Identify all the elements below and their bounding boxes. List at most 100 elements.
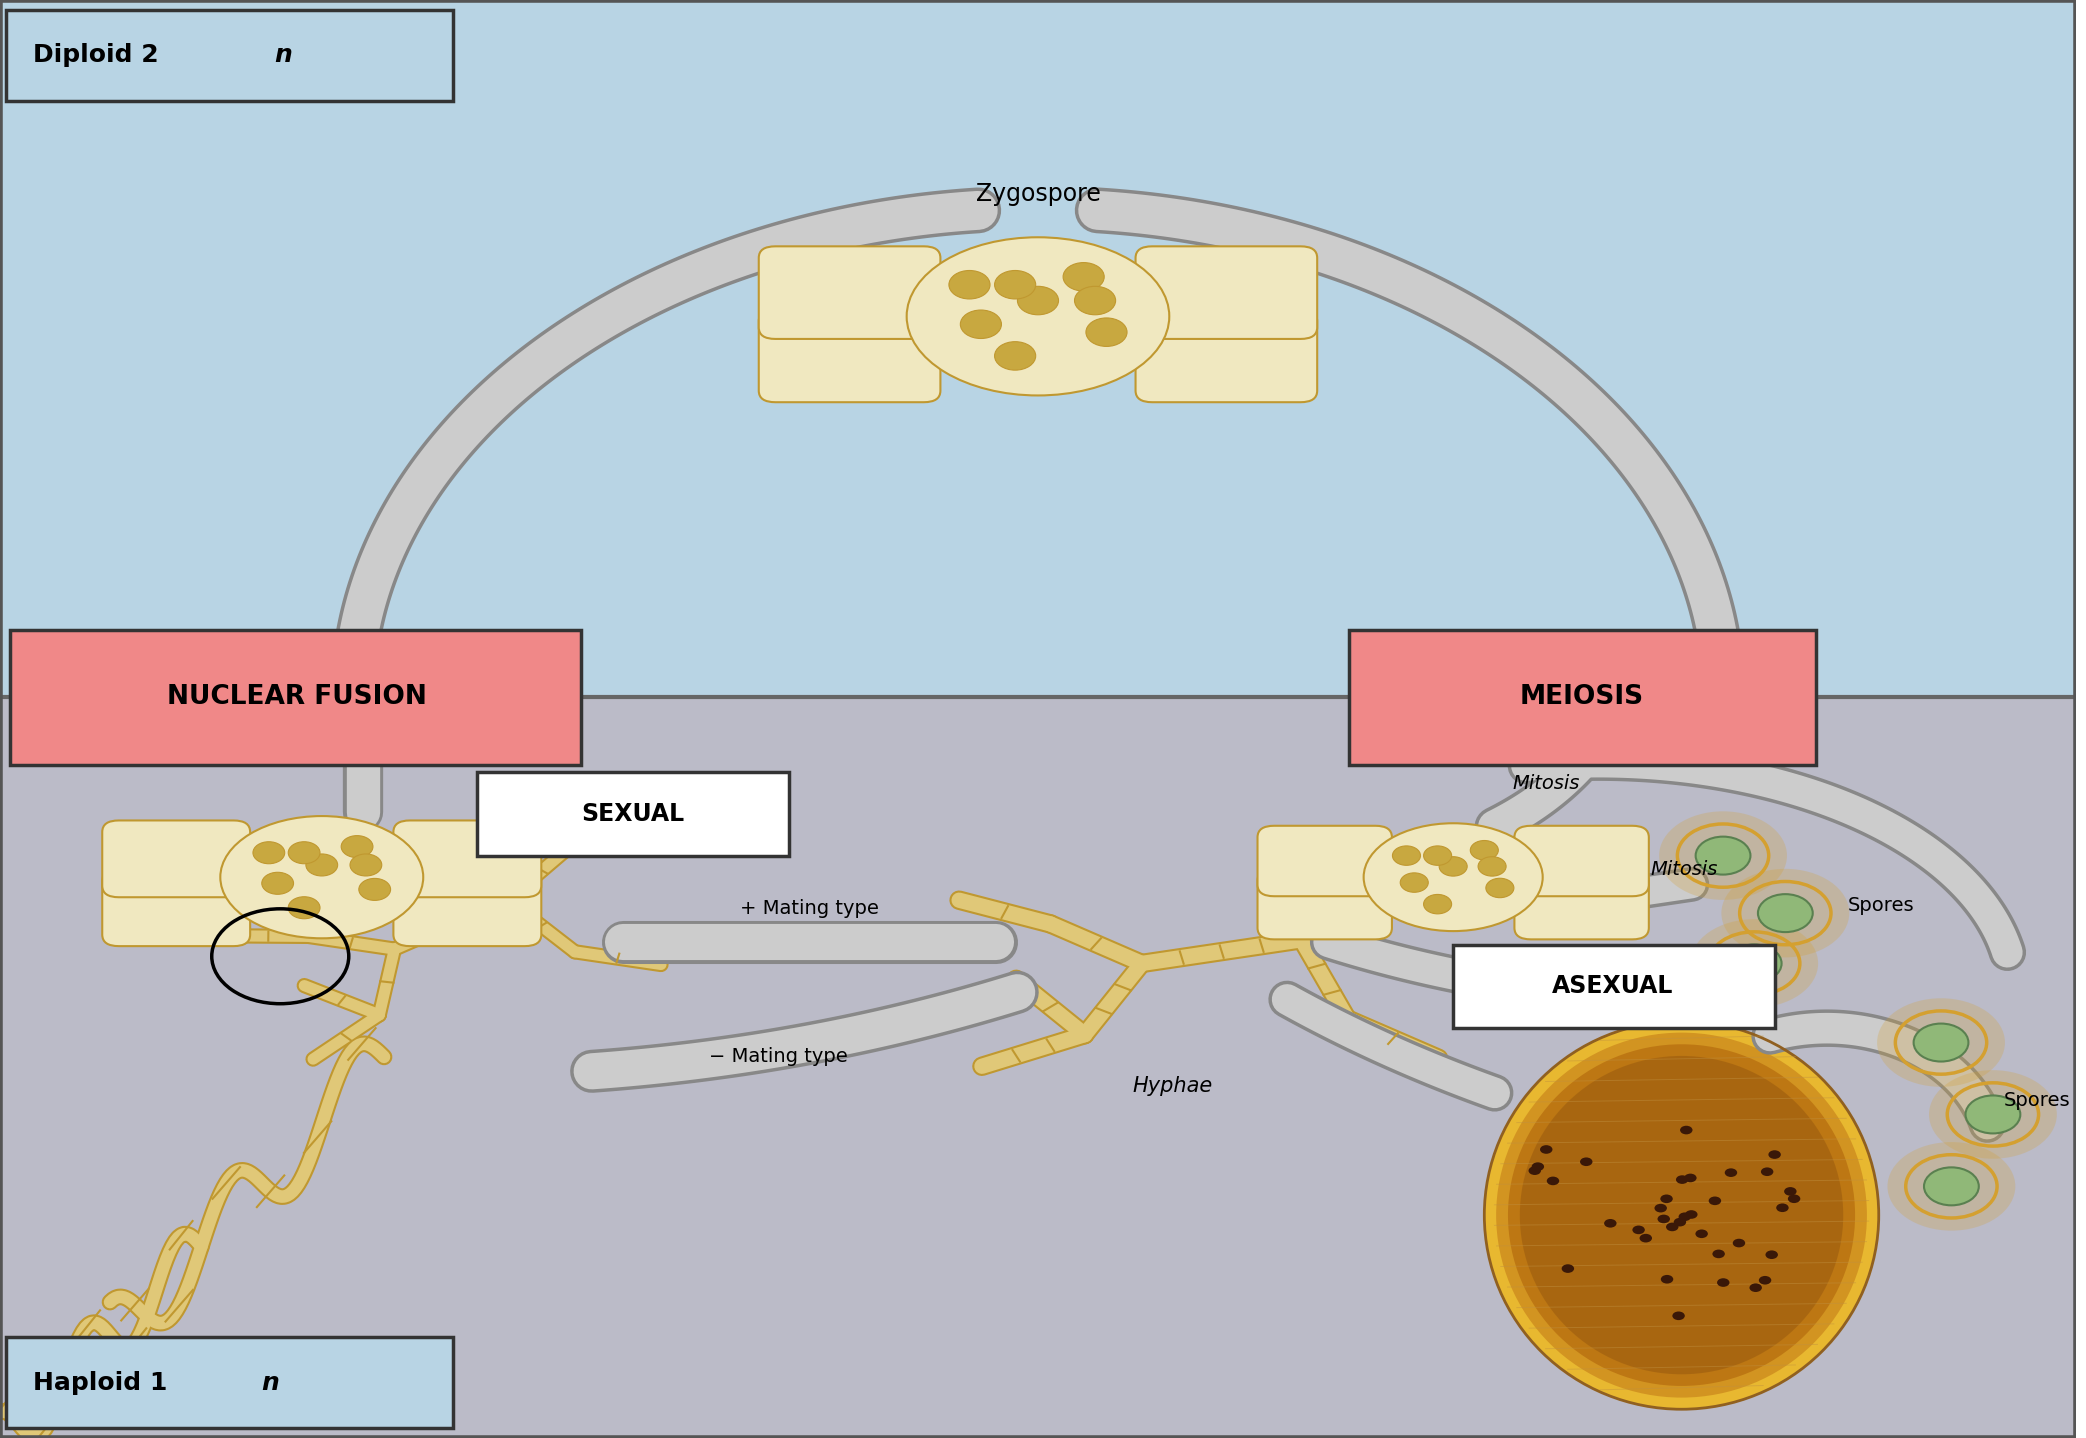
Text: − Mating type: − Mating type: [709, 1047, 847, 1067]
Text: NUCLEAR FUSION: NUCLEAR FUSION: [167, 684, 428, 710]
FancyBboxPatch shape: [759, 246, 941, 339]
Circle shape: [949, 270, 991, 299]
FancyBboxPatch shape: [1514, 825, 1648, 896]
Circle shape: [1708, 1196, 1721, 1205]
Circle shape: [1439, 857, 1466, 876]
FancyBboxPatch shape: [6, 1337, 453, 1428]
Bar: [0, 0, 2076, 697]
Ellipse shape: [221, 817, 423, 939]
Bar: [0, 697, 2076, 1438]
Text: Diploid 2: Diploid 2: [33, 43, 159, 66]
Text: Spores: Spores: [2003, 1090, 2069, 1110]
Circle shape: [1679, 1212, 1692, 1221]
Text: MEIOSIS: MEIOSIS: [1521, 684, 1644, 710]
Circle shape: [1690, 919, 1819, 1008]
Ellipse shape: [1521, 1055, 1844, 1375]
FancyBboxPatch shape: [759, 309, 941, 403]
Circle shape: [960, 311, 1001, 338]
Text: ASEXUAL: ASEXUAL: [1552, 975, 1673, 998]
Circle shape: [1750, 1283, 1763, 1291]
FancyBboxPatch shape: [1514, 869, 1648, 939]
Circle shape: [1479, 857, 1506, 876]
Circle shape: [1658, 1215, 1671, 1224]
Text: Mitosis: Mitosis: [1512, 774, 1581, 794]
Circle shape: [1877, 998, 2005, 1087]
FancyBboxPatch shape: [1258, 869, 1391, 939]
Circle shape: [1667, 1222, 1679, 1231]
FancyBboxPatch shape: [1135, 309, 1316, 403]
Circle shape: [1769, 1150, 1781, 1159]
Circle shape: [1018, 286, 1058, 315]
Circle shape: [1673, 1311, 1685, 1320]
FancyBboxPatch shape: [102, 821, 250, 897]
Circle shape: [1727, 945, 1781, 982]
Circle shape: [307, 854, 338, 876]
Circle shape: [1423, 846, 1452, 866]
Circle shape: [1784, 1188, 1796, 1196]
Circle shape: [1888, 1142, 2015, 1231]
Circle shape: [1673, 1218, 1685, 1227]
Circle shape: [1658, 811, 1788, 900]
Circle shape: [1471, 840, 1498, 860]
Circle shape: [1721, 869, 1850, 958]
Text: SEXUAL: SEXUAL: [582, 802, 684, 825]
Circle shape: [1930, 1070, 2057, 1159]
Circle shape: [995, 342, 1035, 370]
Circle shape: [1562, 1264, 1575, 1273]
Ellipse shape: [907, 237, 1170, 395]
Circle shape: [252, 841, 284, 864]
Circle shape: [342, 835, 373, 857]
Text: Haploid 1: Haploid 1: [33, 1372, 167, 1395]
FancyBboxPatch shape: [102, 870, 250, 946]
Circle shape: [1529, 1166, 1542, 1175]
FancyBboxPatch shape: [478, 772, 789, 856]
Circle shape: [1604, 1219, 1617, 1228]
Circle shape: [1761, 1168, 1773, 1176]
Ellipse shape: [1508, 1044, 1854, 1386]
Circle shape: [1696, 1229, 1708, 1238]
FancyBboxPatch shape: [1258, 825, 1391, 896]
Text: Mitosis: Mitosis: [1650, 860, 1717, 880]
Circle shape: [1696, 837, 1750, 874]
Circle shape: [1579, 1158, 1592, 1166]
Circle shape: [1064, 263, 1103, 290]
FancyBboxPatch shape: [1135, 246, 1316, 339]
Ellipse shape: [1496, 1032, 1867, 1398]
Circle shape: [1539, 1145, 1552, 1153]
Circle shape: [1725, 1168, 1738, 1176]
Circle shape: [1423, 894, 1452, 915]
Circle shape: [1660, 1195, 1673, 1204]
FancyBboxPatch shape: [10, 630, 582, 765]
Circle shape: [1074, 286, 1116, 315]
Text: n: n: [273, 43, 292, 66]
FancyBboxPatch shape: [394, 870, 540, 946]
FancyBboxPatch shape: [394, 821, 540, 897]
Circle shape: [1654, 1204, 1667, 1212]
Circle shape: [995, 270, 1035, 299]
Text: Spores: Spores: [1848, 896, 1915, 916]
Circle shape: [350, 854, 382, 876]
Circle shape: [1713, 1250, 1725, 1258]
FancyBboxPatch shape: [1454, 945, 1775, 1028]
Circle shape: [1788, 1195, 1800, 1204]
FancyBboxPatch shape: [1350, 630, 1817, 765]
FancyBboxPatch shape: [6, 10, 453, 101]
Circle shape: [1087, 318, 1126, 347]
Circle shape: [1923, 1168, 1980, 1205]
Circle shape: [1758, 1276, 1771, 1284]
Circle shape: [1683, 1173, 1696, 1182]
Circle shape: [1660, 1276, 1673, 1284]
Circle shape: [261, 873, 294, 894]
Text: + Mating type: + Mating type: [741, 899, 878, 919]
Circle shape: [288, 897, 319, 919]
Circle shape: [1531, 1162, 1544, 1171]
Text: n: n: [261, 1372, 280, 1395]
Circle shape: [1546, 1176, 1558, 1185]
Circle shape: [1485, 879, 1514, 897]
Circle shape: [359, 879, 390, 900]
Text: Hyphae: Hyphae: [1133, 1076, 1214, 1096]
Ellipse shape: [1485, 1021, 1879, 1409]
Circle shape: [1400, 873, 1429, 892]
Circle shape: [1393, 846, 1421, 866]
Circle shape: [1758, 894, 1813, 932]
